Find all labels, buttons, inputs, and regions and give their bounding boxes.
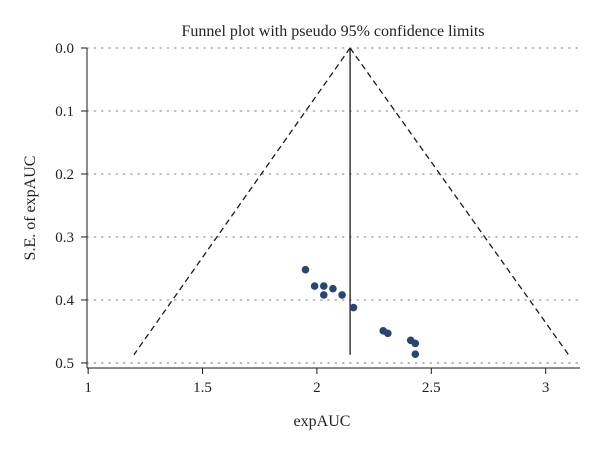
study-point: [338, 291, 346, 299]
x-axis-ticks: 1 1.5 2 2.5 3: [84, 368, 549, 396]
axes: [86, 48, 580, 369]
x-tick-label: 2.5: [422, 380, 441, 396]
funnel-lines: [133, 47, 570, 356]
y-tick-label: 0.2: [55, 167, 74, 183]
x-tick-label: 2: [313, 380, 321, 396]
y-tick-label: 0.1: [55, 104, 74, 120]
y-tick-label: 0.5: [55, 356, 74, 372]
study-point: [301, 265, 310, 274]
data-points: [301, 265, 420, 358]
x-tick-label: 1.5: [193, 380, 212, 396]
study-point: [384, 329, 392, 338]
study-point: [329, 284, 337, 293]
study-point: [411, 350, 420, 358]
study-point: [349, 303, 358, 312]
chart-title: Funnel plot with pseudo 95% confidence l…: [181, 23, 484, 40]
y-tick-label: 0.0: [55, 41, 74, 57]
lower-confidence-limit-line: [133, 47, 351, 356]
study-point: [310, 282, 319, 290]
y-tick-label: 0.3: [55, 230, 74, 246]
study-point: [319, 291, 328, 299]
gridlines: [86, 47, 581, 364]
y-axis-label: S.E. of expAUC: [22, 156, 39, 261]
x-tick-label: 3: [542, 380, 550, 396]
x-tick-label: 1: [84, 380, 92, 396]
y-axis-ticks: 0.0 0.1 0.2 0.3 0.4 0.5: [55, 41, 87, 372]
study-point: [319, 282, 328, 290]
study-point: [411, 339, 420, 348]
upper-confidence-limit-line: [349, 47, 570, 356]
x-axis-label: expAUC: [294, 413, 351, 430]
y-tick-label: 0.4: [55, 293, 74, 309]
